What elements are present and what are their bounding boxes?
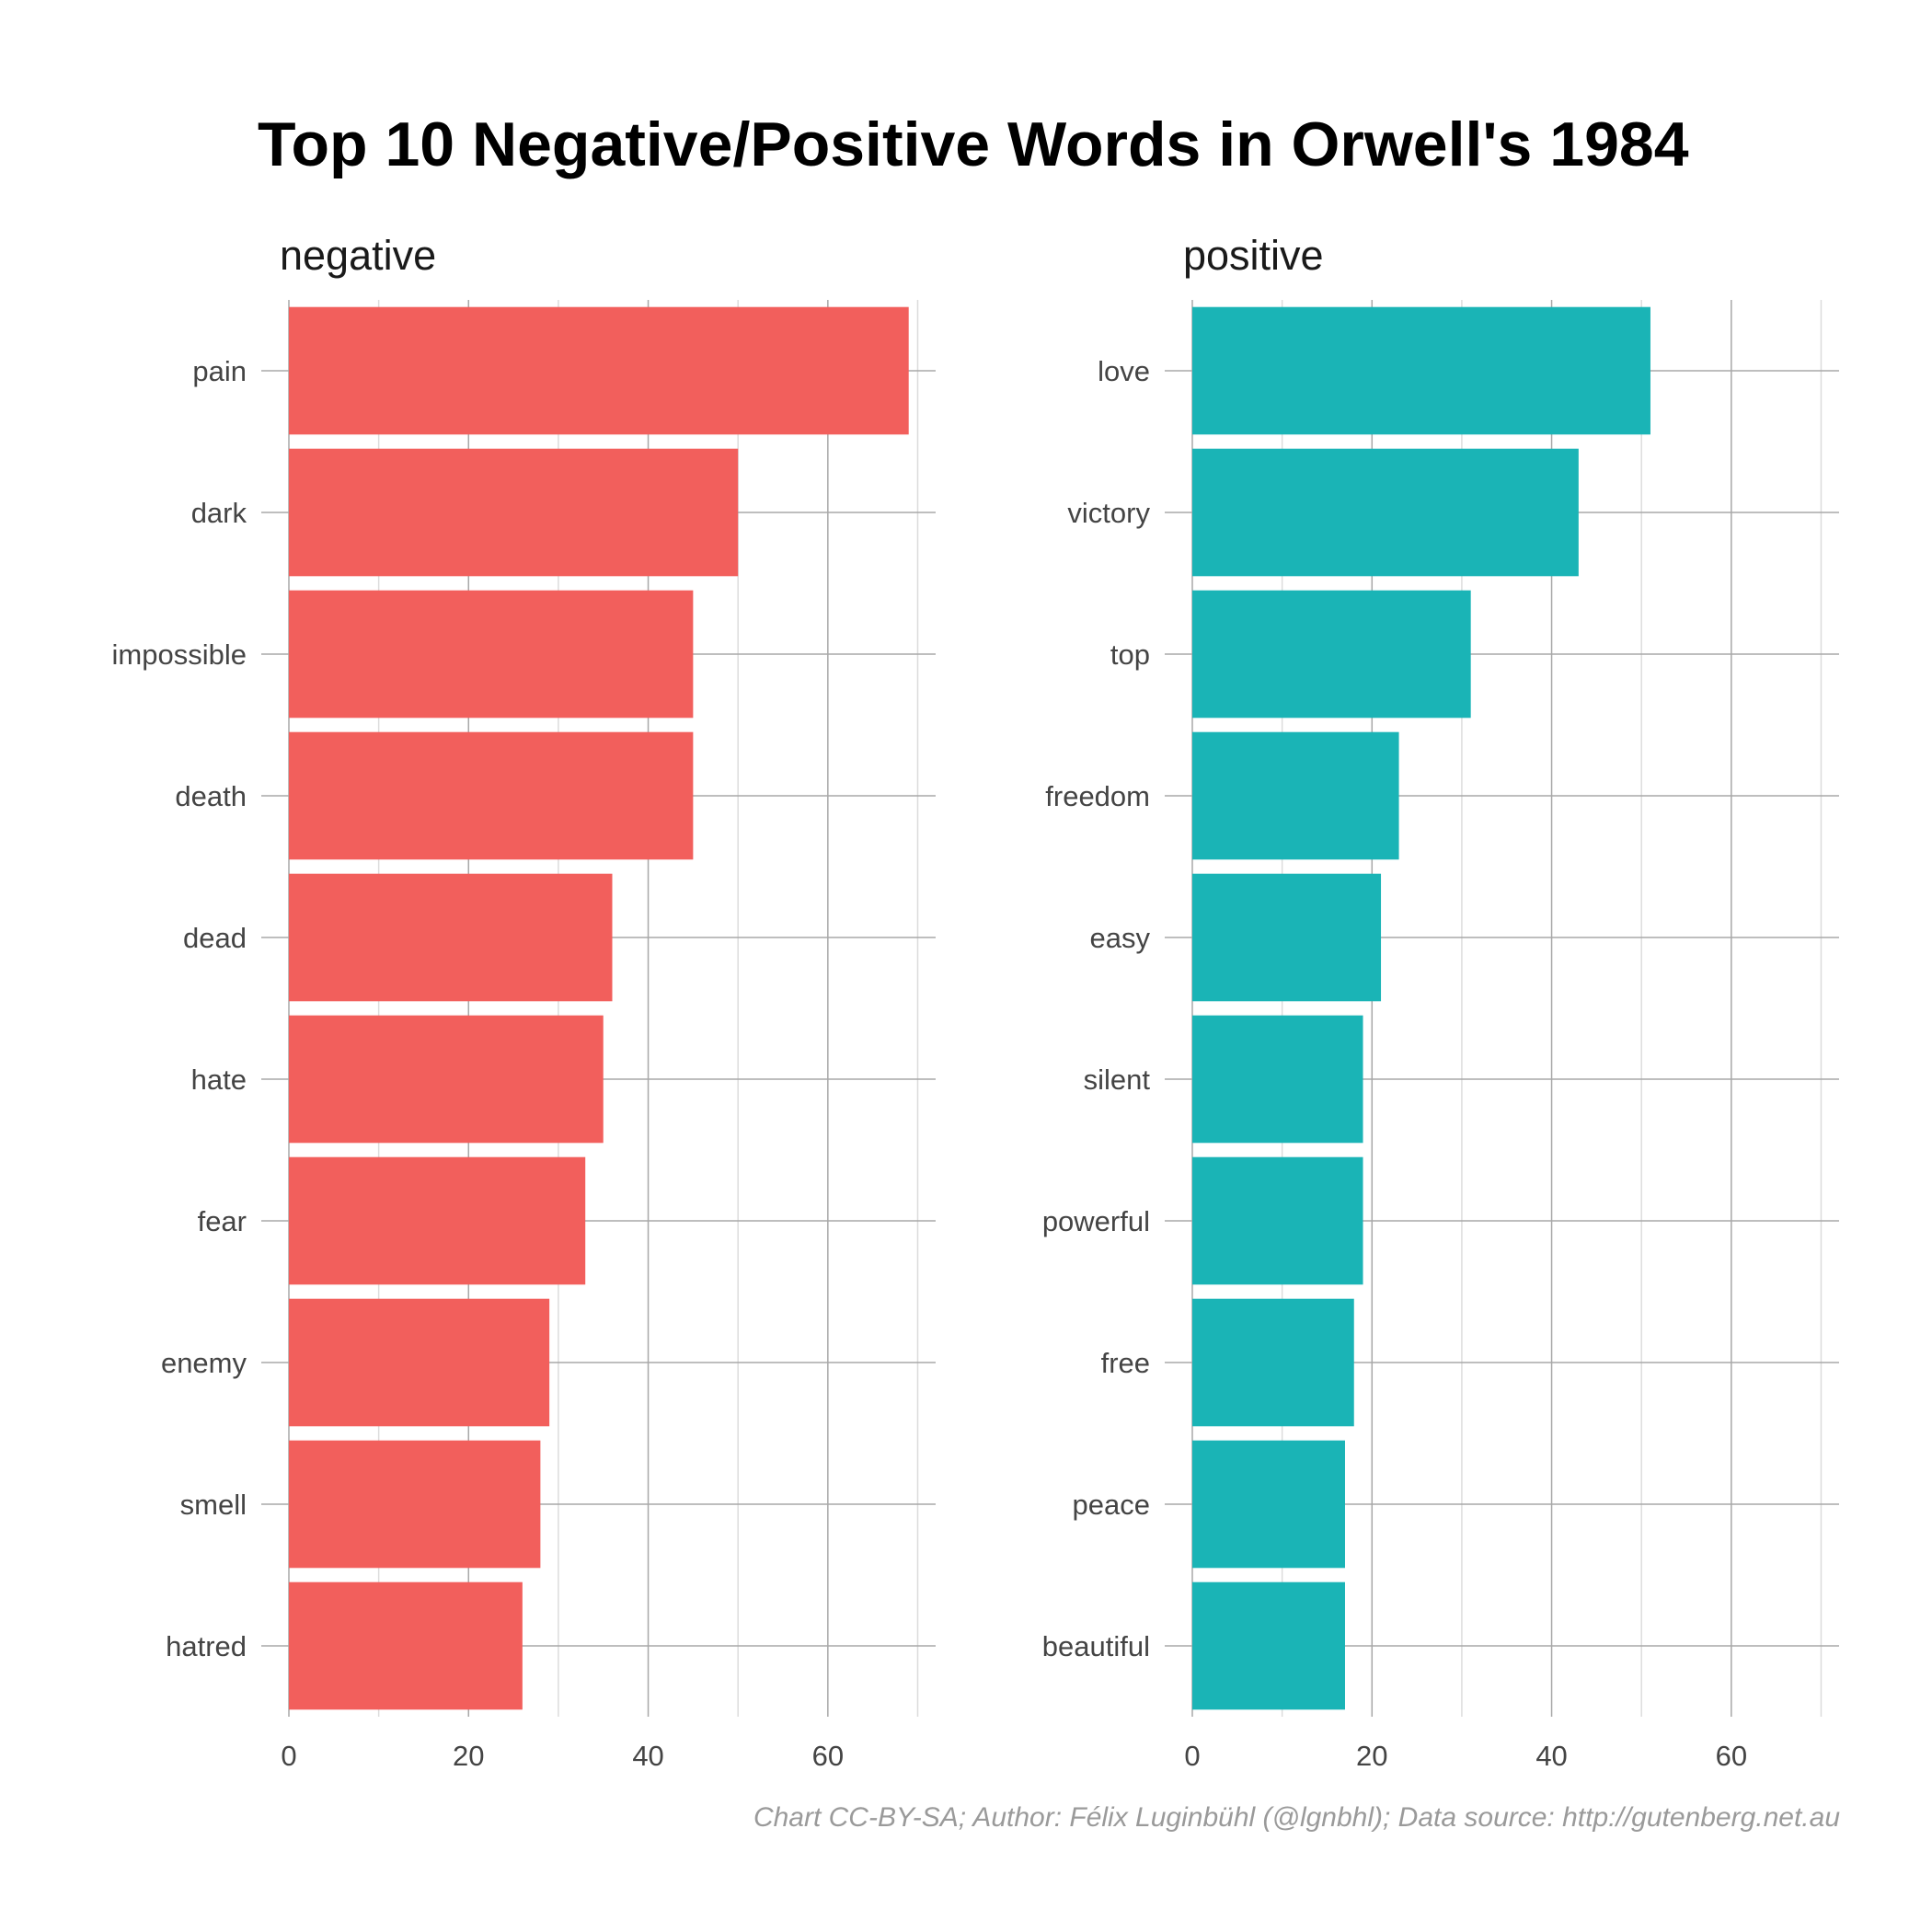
category-label-silent: silent: [1084, 1064, 1151, 1096]
bar-impossible: [289, 590, 694, 719]
x-tick-label: 60: [812, 1740, 844, 1772]
bar-freedom: [1192, 731, 1399, 860]
x-tick-label: 0: [281, 1740, 296, 1772]
chart-caption: Chart CC-BY-SA; Author: Félix Luginbühl …: [753, 1802, 1840, 1833]
category-label-smell: smell: [180, 1489, 247, 1521]
x-tick-label: 20: [453, 1740, 484, 1772]
bar-pain: [289, 306, 909, 435]
category-label-impossible: impossible: [112, 638, 247, 671]
bar-dark: [289, 448, 739, 577]
category-label-death: death: [175, 780, 247, 812]
chart-panels: negative pain dark impossible death dead hate f…: [112, 232, 1839, 1772]
category-label-free: free: [1101, 1347, 1150, 1379]
x-tick-label: 60: [1716, 1740, 1747, 1772]
x-tick-label: 20: [1356, 1740, 1387, 1772]
category-label-powerful: powerful: [1042, 1205, 1150, 1237]
x-tick-label: 0: [1184, 1740, 1200, 1772]
panel-negative: negative pain dark impossible death dead hate f…: [112, 232, 936, 1772]
category-label-hate: hate: [191, 1064, 247, 1096]
category-label-easy: easy: [1090, 922, 1151, 954]
bar-top: [1192, 590, 1471, 719]
category-label-victory: victory: [1067, 497, 1150, 529]
chart-title: Top 10 Negative/Positive Words in Orwell…: [258, 109, 1689, 179]
category-label-dark: dark: [191, 497, 247, 529]
category-label-top: top: [1110, 638, 1150, 671]
bar-love: [1192, 306, 1650, 435]
category-label-pain: pain: [192, 355, 247, 387]
bar-fear: [289, 1156, 586, 1285]
bar-death: [289, 731, 694, 860]
category-label-peace: peace: [1073, 1489, 1150, 1521]
bar-enemy: [289, 1298, 550, 1427]
category-label-love: love: [1098, 355, 1150, 387]
panel-title-negative: negative: [280, 232, 436, 279]
bar-dead: [289, 873, 613, 1002]
panel-title-positive: positive: [1183, 232, 1324, 279]
x-tick-label: 40: [632, 1740, 663, 1772]
category-label-beautiful: beautiful: [1042, 1630, 1150, 1662]
bar-silent: [1192, 1015, 1363, 1144]
bar-hatred: [289, 1581, 523, 1710]
category-label-enemy: enemy: [161, 1347, 247, 1379]
bar-beautiful: [1192, 1581, 1345, 1710]
bar-peace: [1192, 1440, 1345, 1569]
category-label-hatred: hatred: [166, 1630, 247, 1662]
category-label-freedom: freedom: [1045, 780, 1150, 812]
bar-easy: [1192, 873, 1382, 1002]
bar-powerful: [1192, 1156, 1363, 1285]
category-label-fear: fear: [198, 1205, 247, 1237]
panel-positive: positive love victory top freedom easy silent p…: [1042, 232, 1839, 1772]
bar-hate: [289, 1015, 604, 1144]
bar-free: [1192, 1298, 1354, 1427]
bar-smell: [289, 1440, 541, 1569]
category-label-dead: dead: [183, 922, 247, 954]
x-tick-label: 40: [1535, 1740, 1567, 1772]
bar-victory: [1192, 448, 1579, 577]
